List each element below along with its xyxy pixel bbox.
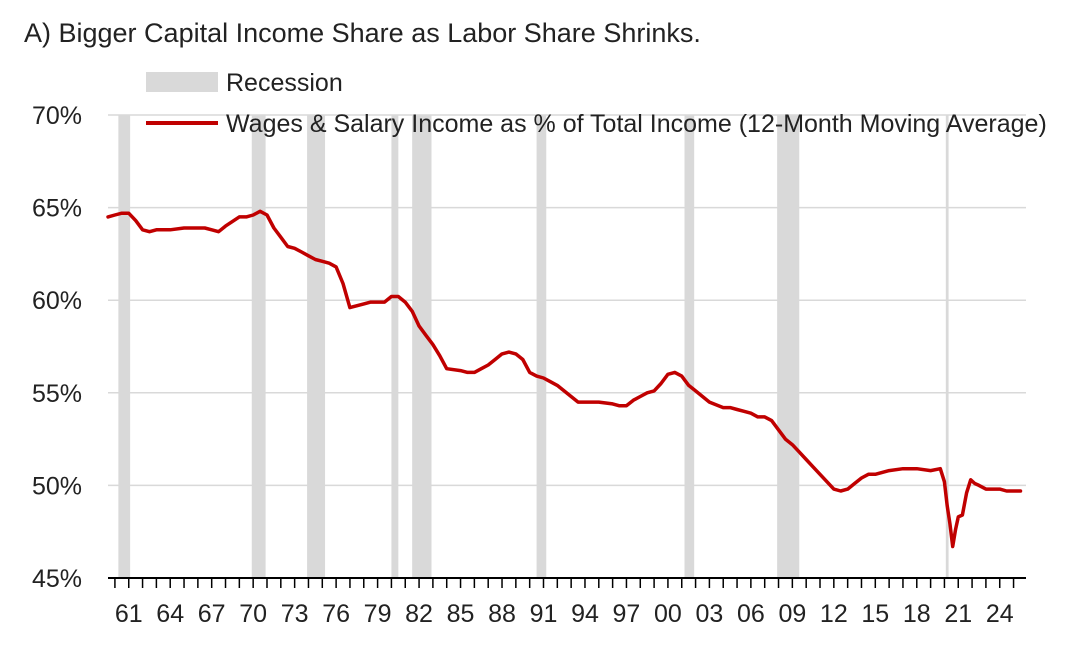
x-tick-label-14: 03 <box>695 600 723 628</box>
x-axis <box>108 577 1026 588</box>
recession-band-1 <box>251 115 266 578</box>
legend-series-label: Wages & Salary Income as % of Total Inco… <box>226 110 1047 138</box>
series-line-0 <box>106 209 1023 549</box>
y-tick-label-1: 50% <box>32 472 82 500</box>
y-tick-label-4: 65% <box>32 195 82 223</box>
x-tick-label-4: 73 <box>281 600 309 628</box>
recession-band-7 <box>777 115 800 578</box>
y-tick-label-2: 55% <box>32 380 82 408</box>
x-tick-label-6: 79 <box>364 600 392 628</box>
x-tick-label-19: 18 <box>903 600 931 628</box>
y-axis-labels: 45% 50% 55% 60% 65% 70% <box>32 102 82 593</box>
x-tick-label-10: 91 <box>530 600 558 628</box>
x-tick-label-12: 97 <box>613 600 641 628</box>
x-tick-label-7: 82 <box>405 600 433 628</box>
recession-band-6 <box>684 115 695 578</box>
chart-title: A) Bigger Capital Income Share as Labor … <box>24 18 701 48</box>
x-tick-label-13: 00 <box>654 600 682 628</box>
x-tick-label-18: 15 <box>861 600 889 628</box>
legend-recession-swatch <box>146 72 218 92</box>
recession-band-5 <box>536 115 547 578</box>
x-tick-label-15: 06 <box>737 600 765 628</box>
x-tick-label-9: 88 <box>488 600 516 628</box>
y-tick-label-5: 70% <box>32 102 82 130</box>
recession-band-4 <box>412 115 432 578</box>
x-tick-label-3: 70 <box>239 600 267 628</box>
x-tick-label-1: 64 <box>156 600 184 628</box>
x-tick-label-21: 24 <box>986 600 1014 628</box>
x-tick-label-16: 09 <box>778 600 806 628</box>
y-tick-label-0: 45% <box>32 565 82 593</box>
series-layer <box>106 209 1023 549</box>
x-tick-label-8: 85 <box>447 600 475 628</box>
y-tick-label-3: 60% <box>32 287 82 315</box>
x-axis-labels: 61 64 67 70 73 76 79 82 85 88 91 94 97 00 03 06 09 12 15 18… <box>115 600 1014 628</box>
x-tick-label-5: 76 <box>322 600 350 628</box>
x-tick-label-20: 21 <box>944 600 972 628</box>
recession-bands <box>118 115 949 578</box>
recession-band-0 <box>118 115 131 578</box>
legend-recession-label: Recession <box>226 69 343 97</box>
x-tick-label-0: 61 <box>115 600 143 628</box>
recession-band-2 <box>307 115 326 578</box>
x-tick-label-2: 67 <box>198 600 226 628</box>
legend: Recession Wages & Salary Income as % of … <box>146 69 1047 138</box>
x-tick-label-11: 94 <box>571 600 599 628</box>
gridlines <box>108 114 1026 487</box>
recession-band-3 <box>391 115 399 578</box>
x-tick-label-17: 12 <box>820 600 848 628</box>
recession-band-8 <box>945 115 949 578</box>
